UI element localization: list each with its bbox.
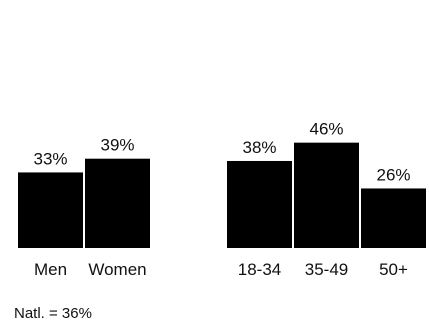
- category-label-35-49: 35-49: [305, 260, 348, 279]
- bar-18-34: [227, 160, 292, 248]
- value-label-18-34: 38%: [242, 138, 276, 157]
- bar-men: [18, 172, 83, 248]
- labels-layer: 33% Men 39% Women 38% 18-34 46% 35-49 26% 50+: [33, 120, 410, 279]
- bar-women: [85, 158, 150, 248]
- bar-35-49: [294, 142, 359, 248]
- bars-layer: [18, 142, 426, 248]
- bar-50: [361, 188, 426, 248]
- national-average-note: Natl. = 36%: [14, 305, 92, 322]
- category-label-18-34: 18-34: [238, 260, 281, 279]
- category-label-women: Women: [88, 260, 146, 279]
- category-label-men: Men: [34, 260, 67, 279]
- value-label-50: 26%: [376, 165, 410, 184]
- category-label-50: 50+: [379, 260, 408, 279]
- value-label-35-49: 46%: [309, 120, 343, 139]
- value-label-women: 39%: [100, 136, 134, 155]
- value-label-men: 33%: [33, 149, 67, 168]
